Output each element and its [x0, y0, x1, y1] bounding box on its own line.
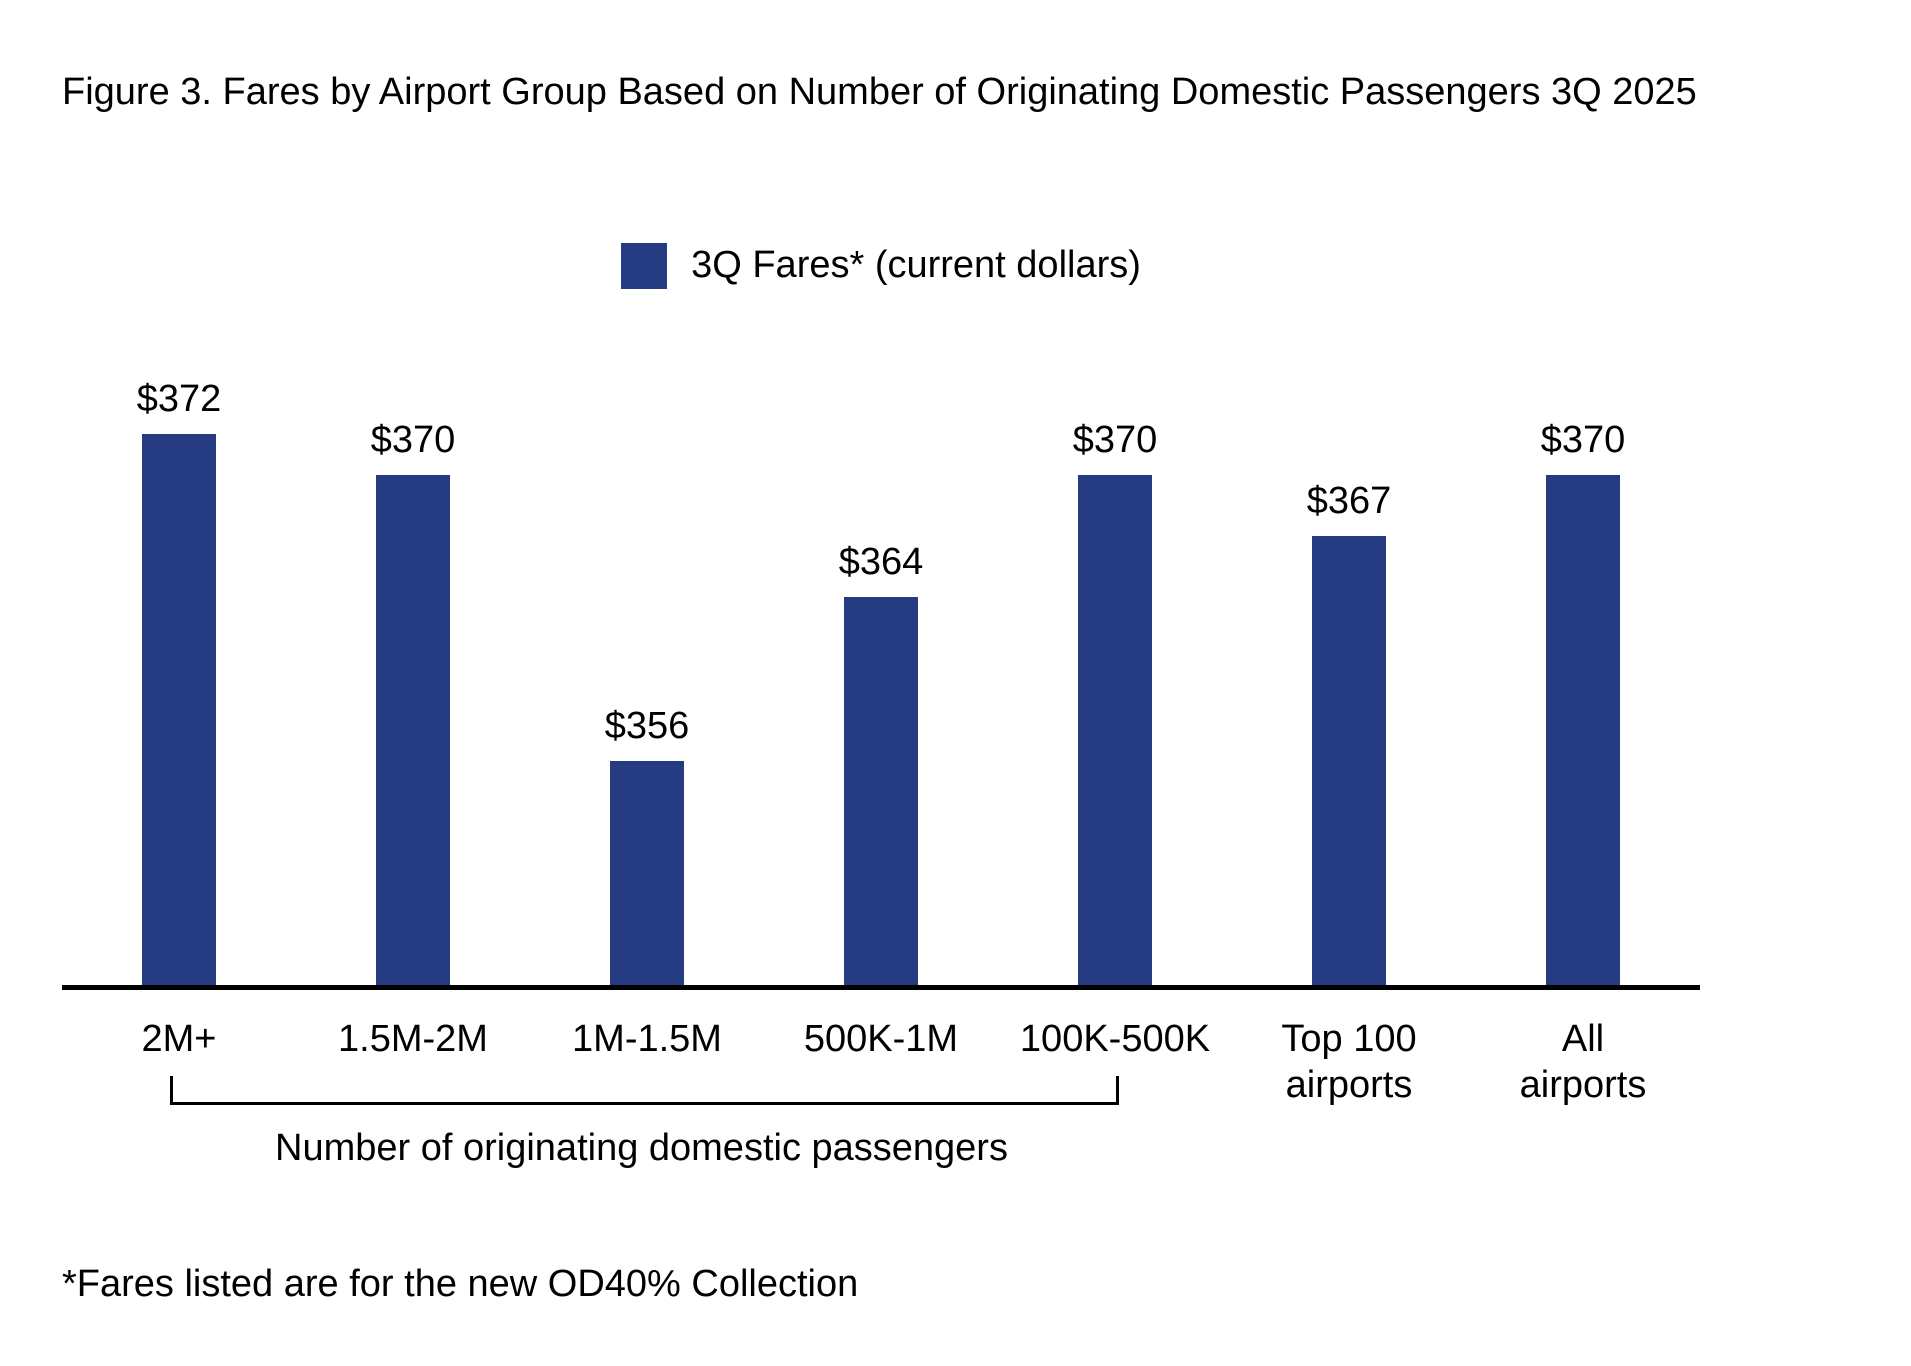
x-axis-label: Top 100 airports — [1281, 1018, 1417, 1107]
bar-group: $370 — [296, 340, 530, 985]
x-axis-label: 2M+ — [141, 1018, 217, 1060]
bar-group: $370 — [1466, 340, 1700, 985]
x-axis-label: 1M-1.5M — [572, 1018, 722, 1060]
bar — [1078, 475, 1152, 985]
bar — [1546, 475, 1620, 985]
legend-swatch-icon — [621, 243, 668, 289]
bar-value-label: $370 — [1072, 419, 1158, 462]
plot-area: $372 $370 $356 $364 $370 $367 $370 — [62, 340, 1700, 985]
bar-value-label: $364 — [838, 541, 924, 584]
bar-value-label: $370 — [1540, 419, 1626, 462]
bar — [844, 597, 918, 985]
legend: 3Q Fares* (current dollars) — [62, 243, 1700, 289]
x-axis-label: 100K-500K — [1019, 1018, 1211, 1060]
bar-group: $356 — [530, 340, 764, 985]
x-axis-label: 1.5M-2M — [338, 1018, 488, 1060]
x-axis-label: 500K-1M — [803, 1018, 959, 1060]
bar-value-label: $370 — [370, 419, 456, 462]
bar — [610, 761, 684, 985]
bar-value-label: $372 — [136, 378, 222, 421]
bar — [376, 475, 450, 985]
bar-value-label: $356 — [604, 705, 690, 748]
bar — [1312, 536, 1386, 985]
page-title: Figure 3. Fares by Airport Group Based o… — [62, 71, 1697, 113]
footnote: *Fares listed are for the new OD40% Coll… — [62, 1263, 859, 1305]
x-axis-label: All airports — [1519, 1018, 1647, 1107]
bar — [142, 434, 216, 985]
x-axis-labels: 2M+ 1.5M-2M 1M-1.5M 500K-1M 100K-500K Top 100… — [62, 1016, 1700, 1109]
bar-group: $364 — [764, 340, 998, 985]
bar-value-label: $367 — [1306, 480, 1392, 523]
bar-group: $367 — [1232, 340, 1466, 985]
bar-group: $372 — [62, 340, 296, 985]
bar-group: $370 — [998, 340, 1232, 985]
group-axis-title: Number of originating domestic passenger… — [275, 1127, 1008, 1169]
x-axis-line — [62, 985, 1700, 990]
category-group-bracket — [170, 1076, 1119, 1105]
legend-label: 3Q Fares* (current dollars) — [691, 244, 1141, 287]
